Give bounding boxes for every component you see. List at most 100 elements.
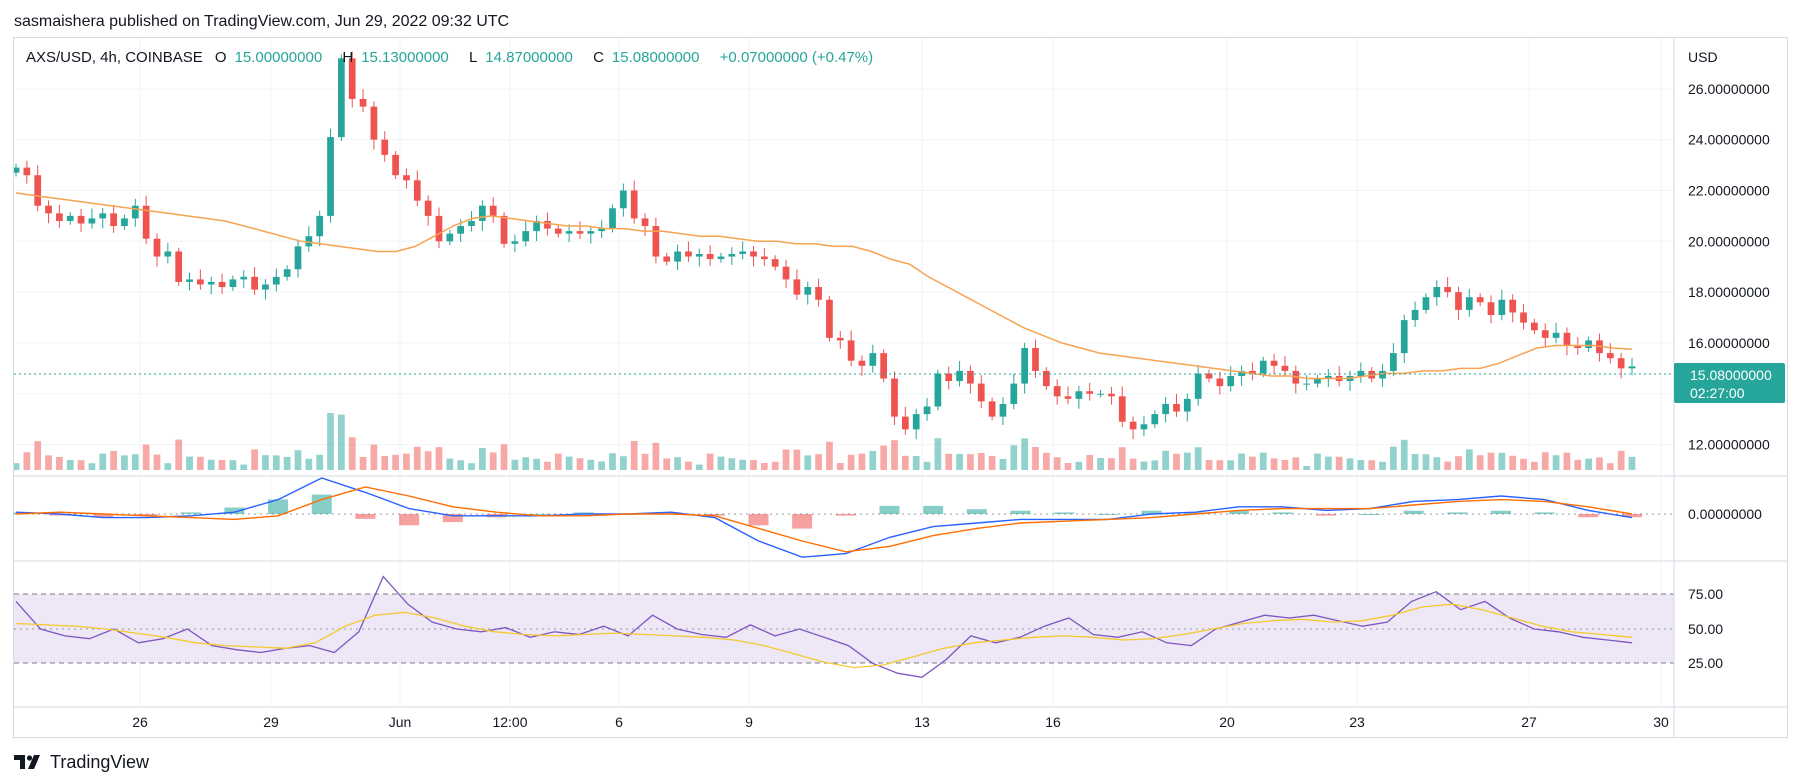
volume-bar — [1151, 460, 1159, 470]
macd-histogram-bar — [1403, 510, 1424, 514]
volume-bar — [1606, 463, 1614, 470]
macd-histogram-bar — [1054, 512, 1075, 514]
macd-histogram-bar — [879, 505, 900, 514]
volume-bar — [218, 460, 226, 470]
volume-bar — [186, 456, 193, 470]
macd-histogram-bar — [661, 512, 682, 514]
time-label: 6 — [615, 714, 623, 730]
volume-bar — [381, 456, 389, 470]
volume-bar — [1509, 455, 1517, 470]
rsi-pane — [15, 575, 1633, 678]
volume-bar — [131, 454, 139, 470]
volume-bar — [598, 461, 606, 470]
candle-body — [262, 284, 269, 290]
volume-bar — [1324, 456, 1332, 470]
volume-bar — [1281, 460, 1289, 470]
time-axis[interactable]: 26 29 Jun 12:00 6 9 13 16 20 23 27 30 — [132, 714, 1669, 730]
macd-histogram-bar — [355, 514, 376, 519]
volume-bar — [1053, 457, 1061, 470]
candle-body — [14, 167, 20, 173]
footer-brand: TradingView — [50, 751, 150, 772]
volume-bar — [1118, 447, 1126, 470]
volume-bar — [1042, 452, 1050, 470]
macd-histogram-bar — [966, 509, 987, 514]
macd-histogram-bar — [49, 514, 70, 516]
candle-body — [1379, 370, 1386, 379]
candle-body — [1628, 366, 1636, 369]
macd-histogram-bar — [399, 514, 420, 526]
candle-body — [663, 256, 671, 262]
legend-open: 15.00000000 — [234, 49, 323, 66]
volume-bar — [1411, 454, 1419, 470]
volume-bar — [1270, 458, 1278, 470]
candle-body — [99, 213, 107, 219]
chart-canvas[interactable]: USD 26.00000000 24.00000000 22.00000000 20.… — [0, 0, 1801, 740]
volume-bar — [1390, 446, 1397, 470]
candle-body — [1606, 353, 1614, 359]
volume-bar — [1140, 461, 1148, 470]
candle-body — [511, 241, 519, 244]
volume-bar — [1520, 458, 1527, 470]
legend-change: +0.07000000 (+0.47%) — [719, 49, 874, 66]
candle-body — [630, 190, 638, 219]
candle-body — [121, 218, 128, 227]
candle-body — [652, 226, 660, 257]
volume-bar — [1108, 458, 1115, 470]
volume-bar — [403, 453, 410, 470]
candle-body — [1324, 375, 1332, 379]
volume-bar — [1552, 455, 1560, 470]
candle-body — [272, 276, 280, 285]
candle-body — [912, 414, 920, 430]
candle-body — [1075, 391, 1083, 399]
candle-body — [804, 287, 812, 295]
volume-bar — [587, 459, 595, 470]
legend-symbol: AXS/USD, 4h, COINBASE — [26, 49, 203, 66]
candle-body — [685, 251, 692, 257]
candle-body — [457, 226, 465, 234]
volume-bar — [1075, 461, 1083, 470]
volume-bar — [891, 440, 898, 470]
macd-histogram-bar — [1185, 512, 1206, 514]
candle-body — [283, 269, 291, 277]
volume-bar — [1129, 458, 1137, 470]
volume-bar — [327, 413, 334, 470]
footer: TradingView — [14, 750, 149, 774]
volume-bar — [1216, 460, 1224, 470]
time-label: 29 — [263, 714, 279, 730]
candle-body — [1097, 393, 1104, 395]
macd-histogram-bar — [224, 507, 245, 514]
volume-bar — [695, 464, 703, 470]
rsi-ma-line — [15, 603, 1633, 669]
candle-body — [836, 337, 844, 341]
volume-bar — [544, 461, 551, 470]
candle-body — [1585, 340, 1592, 349]
candle-body — [544, 220, 551, 229]
volume-bar — [1574, 459, 1582, 470]
volume-bar — [1476, 455, 1484, 470]
price-axis[interactable]: USD 26.00000000 24.00000000 22.00000000 20.… — [1688, 49, 1770, 671]
price-label: 22.00000000 — [1688, 182, 1770, 198]
candle-body — [197, 279, 204, 285]
volume-bar — [1444, 461, 1451, 470]
symbol-legend[interactable]: AXS/USD, 4h, COINBASE O 15.00000000 H 15.1… — [26, 48, 881, 68]
signal-line — [15, 486, 1633, 553]
volume-bar — [1249, 456, 1256, 470]
candle-body — [1476, 297, 1484, 303]
volume-bar — [348, 437, 356, 470]
candle-body — [229, 279, 237, 288]
candle-body — [479, 205, 486, 221]
volume-bar — [99, 453, 107, 470]
macd-histogram-bar — [1490, 510, 1511, 514]
volume-bar — [88, 463, 96, 470]
candle-body — [739, 251, 747, 254]
macd-histogram-bar — [180, 512, 201, 514]
rsi-axis-label: 25.00 — [1688, 655, 1723, 671]
candle-body — [218, 281, 226, 288]
candle-body — [847, 340, 855, 361]
volume-bar — [1357, 460, 1365, 470]
candle-body — [175, 251, 183, 282]
volume-bar — [45, 455, 52, 470]
legend-low-label: L — [468, 49, 478, 66]
volume-bar — [912, 456, 920, 470]
candle-body — [760, 256, 768, 260]
